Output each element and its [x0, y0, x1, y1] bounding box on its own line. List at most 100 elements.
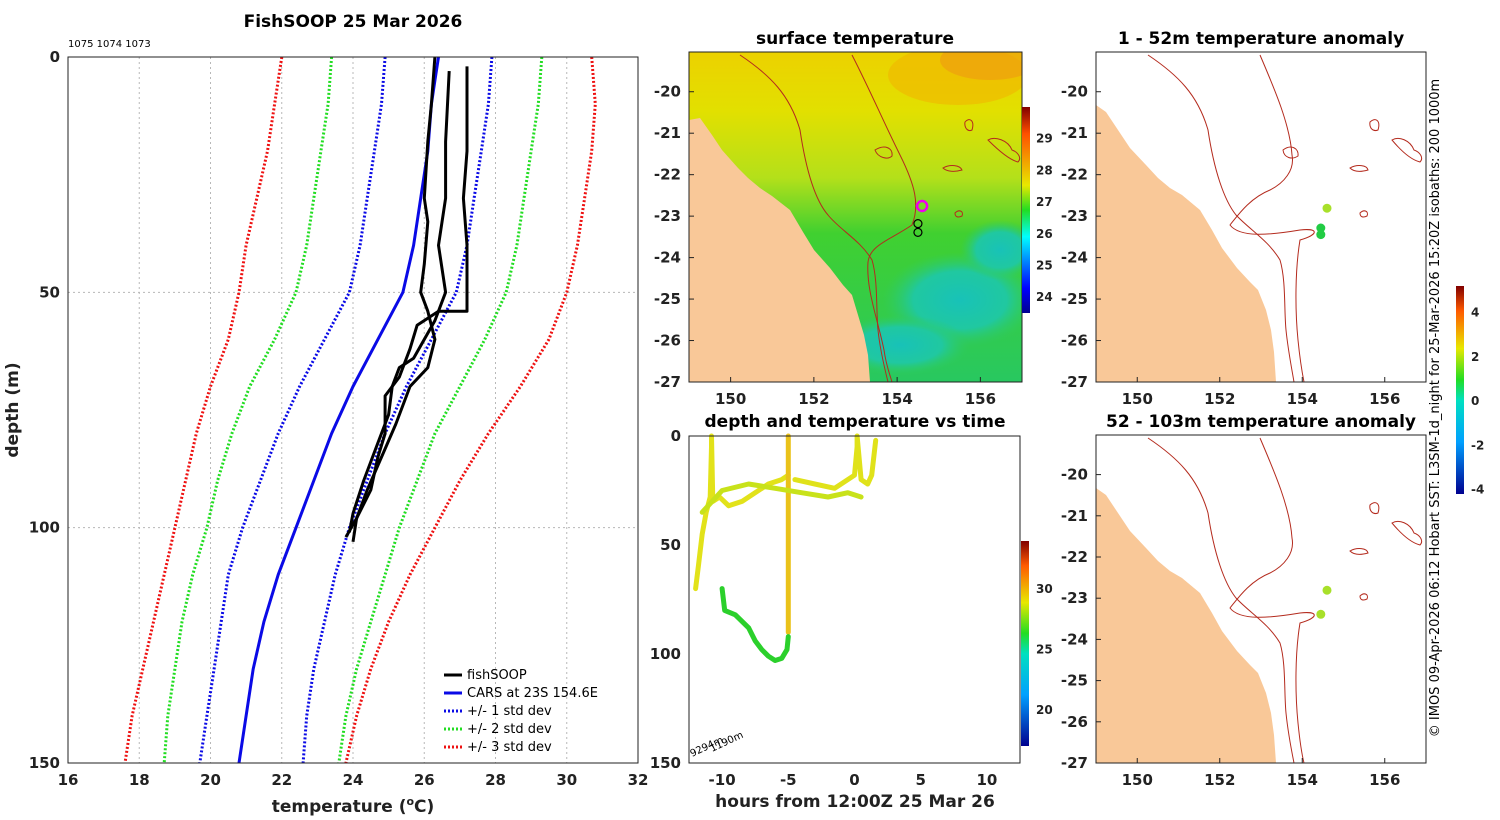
depth-time-xtick: 5 — [915, 771, 925, 789]
anom-shallow-title: 1 - 52m temperature anomaly — [1118, 29, 1404, 49]
legend-label-fishsoop: fishSOOP — [467, 668, 527, 683]
sst-xtick: 152 — [798, 390, 829, 408]
profile-ticks: 16 18 20 22 24 26 28 30 32 0 50 100 150 — [29, 48, 649, 789]
anom-deep-ytick: -22 — [1061, 548, 1088, 566]
profile-ytick: 100 — [29, 519, 60, 537]
anomaly-colorbar-tick: -2 — [1471, 438, 1484, 452]
profile-panel: FishSOOP 25 Mar 2026 1075 1074 1073 16 18… — [3, 12, 648, 817]
anom-shallow-point — [1316, 223, 1326, 233]
sst-ytick: -27 — [654, 373, 681, 391]
profile-ytick: 150 — [29, 754, 60, 772]
depth-time-ytick: 50 — [660, 536, 681, 554]
anom-deep-point — [1316, 609, 1326, 619]
depth-time-xlabel: hours from 12:00Z 25 Mar 26 — [715, 792, 995, 812]
legend-label-3sd: +/- 3 std dev — [467, 740, 552, 755]
anom-shallow-xtick: 150 — [1122, 390, 1153, 408]
anom-deep-seamount — [1369, 502, 1380, 514]
depth-time-ytick: 150 — [650, 754, 681, 772]
profile-line-fishsoop — [344, 56, 437, 538]
depth-time-colorbar-tick: 25 — [1036, 643, 1053, 657]
anom-deep-ytick: -21 — [1061, 507, 1088, 525]
anomaly-colorbar — [1456, 286, 1464, 494]
anom-shallow-ytick: -26 — [1061, 332, 1088, 350]
anomaly-colorbar-tick: 0 — [1471, 394, 1479, 408]
anom-shallow-ytick: -24 — [1061, 249, 1088, 267]
depth-time-colorbar — [1021, 541, 1029, 746]
anom-deep-ytick: -23 — [1061, 589, 1088, 607]
sst-colorbar-tick: 24 — [1036, 290, 1053, 304]
depth-time-xtick: 0 — [849, 771, 859, 789]
anom-shallow-ytick: -22 — [1061, 166, 1088, 184]
anom-deep-seamount — [1391, 520, 1423, 546]
profile-series — [123, 56, 597, 764]
sst-map-markers — [913, 199, 929, 237]
profile-line-fishsoop-cast-2 — [351, 66, 469, 543]
profile-line--1-std-dev — [301, 56, 494, 764]
anom-shallow-ytick: -23 — [1061, 207, 1088, 225]
anom-shallow-isobath-1000 — [1229, 54, 1315, 382]
sst-xtick: 156 — [965, 390, 996, 408]
profile-line--3-std-dev — [344, 56, 597, 764]
legend-label-cars: CARS at 23S 154.6E — [467, 686, 598, 701]
depth-time-xtick: 10 — [976, 771, 997, 789]
anom-shallow-points — [1316, 203, 1332, 240]
depth-time-xtick: -10 — [709, 771, 736, 789]
anom-shallow-point — [1316, 230, 1326, 240]
anom-shallow-panel: 1 - 52m temperature anomaly 150 152 154 156… — [1061, 29, 1427, 408]
sst-seamount — [942, 165, 963, 172]
anom-deep-ytick: -26 — [1061, 713, 1088, 731]
anom-shallow-ytick: -20 — [1061, 83, 1088, 101]
profile-ytick: 0 — [50, 48, 60, 66]
credit-text: © IMOS 09-Apr-2026 06:12 Hobart SST: L3S… — [1428, 79, 1443, 737]
sst-xtick: 150 — [715, 390, 746, 408]
anom-deep-seamount — [1359, 593, 1368, 601]
depth-time-track — [792, 433, 879, 491]
sst-seamount — [954, 210, 963, 218]
profile-xtick: 28 — [485, 771, 506, 789]
sst-map-field — [689, 52, 1022, 382]
anom-deep-isobath-200 — [1147, 437, 1295, 763]
depth-time-frame — [688, 435, 1021, 764]
profile-xtick: 18 — [129, 771, 150, 789]
sst-map-ticks: 150 152 154 156 -20 -21 -22 -23 -24 -25 -26 -27 — [654, 83, 996, 408]
profile-xtick: 24 — [343, 771, 364, 789]
profile-xtick: 16 — [58, 771, 79, 789]
sst-ytick: -20 — [654, 83, 681, 101]
anom-deep-ytick: -24 — [1061, 630, 1088, 648]
anom-deep-ytick: -27 — [1061, 754, 1088, 772]
depth-time-track — [719, 586, 791, 663]
profile-xlabel: temperature (oC) — [272, 795, 435, 817]
anom-deep-point — [1322, 585, 1332, 595]
sst-colorbar-ticks: 29 28 27 26 25 24 — [1036, 132, 1053, 304]
sst-colorbar-tick: 27 — [1036, 195, 1053, 209]
sst-seamount — [874, 146, 893, 159]
profile-xtick: 30 — [556, 771, 577, 789]
anom-deep-landmass — [1096, 488, 1276, 763]
sst-isobath-200 — [739, 54, 889, 382]
depth-time-tracks — [693, 433, 879, 663]
anom-deep-ytick: -25 — [1061, 672, 1088, 690]
profile-ylabel: depth (m) — [3, 362, 23, 457]
legend-label-2sd: +/- 2 std dev — [467, 722, 552, 737]
sst-seamount — [987, 137, 1021, 163]
anom-deep-map — [1096, 437, 1423, 763]
sst-ytick: -21 — [654, 124, 681, 142]
profile-line--3-std-dev — [123, 56, 284, 764]
anom-shallow-seamount — [1369, 119, 1380, 131]
anom-deep-seamount — [1349, 548, 1369, 555]
sst-marker-cast — [913, 227, 923, 237]
anom-shallow-point — [1322, 203, 1332, 213]
sst-marker-current — [915, 199, 929, 213]
anom-deep-xtick: 152 — [1204, 771, 1235, 789]
anom-deep-frame — [1095, 434, 1427, 764]
anomaly-colorbar-tick: -4 — [1471, 483, 1484, 497]
anom-deep-xtick: 150 — [1122, 771, 1153, 789]
sst-seamount — [964, 119, 974, 131]
anom-shallow-isobath-200 — [1147, 54, 1295, 382]
sst-marker-cast — [913, 219, 923, 229]
sst-colorbar — [1022, 107, 1030, 313]
anom-shallow-ytick: -25 — [1061, 290, 1088, 308]
depth-time-xtick: -5 — [780, 771, 797, 789]
